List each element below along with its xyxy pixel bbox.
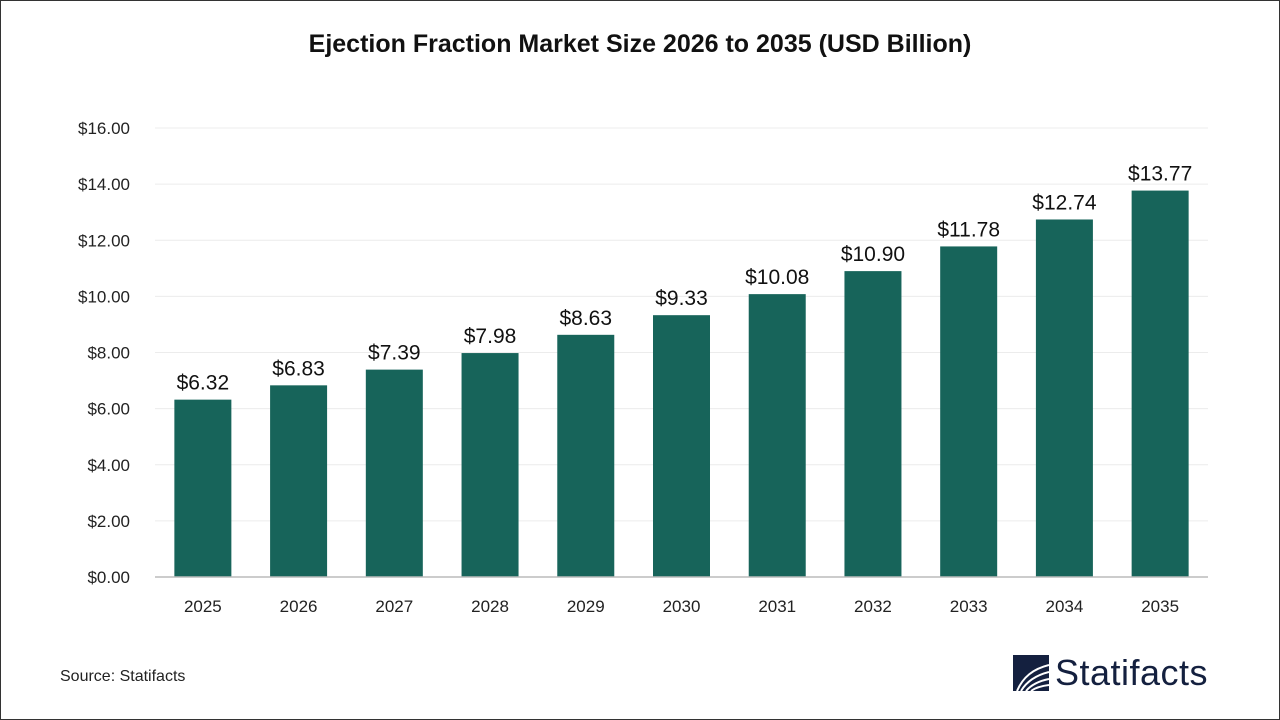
statifacts-logo-icon bbox=[1013, 655, 1049, 691]
y-tick-label: $12.00 bbox=[78, 231, 130, 250]
data-label: $7.98 bbox=[464, 325, 517, 348]
y-tick-label: $14.00 bbox=[78, 175, 130, 194]
y-tick-label: $0.00 bbox=[87, 568, 130, 587]
x-tick-label: 2029 bbox=[567, 597, 605, 616]
bar bbox=[844, 271, 902, 577]
y-tick-label: $4.00 bbox=[87, 456, 130, 475]
data-label: $10.08 bbox=[745, 266, 809, 289]
bar bbox=[461, 353, 519, 577]
data-label: $12.74 bbox=[1032, 191, 1097, 214]
bar bbox=[1131, 190, 1189, 577]
chart-title: Ejection Fraction Market Size 2026 to 20… bbox=[308, 30, 972, 58]
data-label: $13.77 bbox=[1128, 163, 1192, 186]
bar bbox=[1035, 219, 1093, 577]
y-tick-label: $8.00 bbox=[87, 344, 130, 363]
data-label: $11.78 bbox=[937, 218, 1000, 241]
x-tick-label: 2032 bbox=[854, 597, 892, 616]
bar bbox=[653, 315, 710, 577]
y-tick-label: $6.00 bbox=[87, 400, 130, 419]
bar bbox=[270, 385, 328, 577]
data-label: $8.63 bbox=[559, 307, 612, 330]
bar bbox=[174, 399, 232, 577]
data-label: $6.32 bbox=[177, 372, 230, 395]
x-tick-label: 2025 bbox=[184, 597, 222, 616]
statifacts-logo-text: Statifacts bbox=[1055, 652, 1209, 693]
bar bbox=[365, 369, 423, 577]
x-tick-label: 2027 bbox=[375, 597, 413, 616]
x-tick-label: 2026 bbox=[280, 597, 318, 616]
bar bbox=[748, 294, 806, 577]
x-tick-label: 2028 bbox=[471, 597, 509, 616]
x-tick-label: 2035 bbox=[1141, 597, 1179, 616]
data-label: $6.83 bbox=[272, 357, 325, 380]
data-label: $9.33 bbox=[655, 287, 708, 310]
data-label: $7.39 bbox=[368, 342, 421, 365]
x-tick-label: 2033 bbox=[950, 597, 988, 616]
bar bbox=[940, 246, 998, 577]
x-tick-label: 2034 bbox=[1045, 597, 1083, 616]
y-tick-label: $2.00 bbox=[87, 512, 130, 531]
source-note: Source: Statifacts bbox=[60, 668, 186, 685]
x-tick-label: 2031 bbox=[758, 597, 796, 616]
y-tick-label: $16.00 bbox=[78, 119, 130, 138]
bar bbox=[557, 334, 615, 577]
data-label: $10.90 bbox=[841, 243, 905, 266]
x-tick-label: 2030 bbox=[663, 597, 701, 616]
statifacts-logo: Statifacts bbox=[1013, 652, 1208, 694]
y-tick-label: $10.00 bbox=[78, 287, 130, 306]
